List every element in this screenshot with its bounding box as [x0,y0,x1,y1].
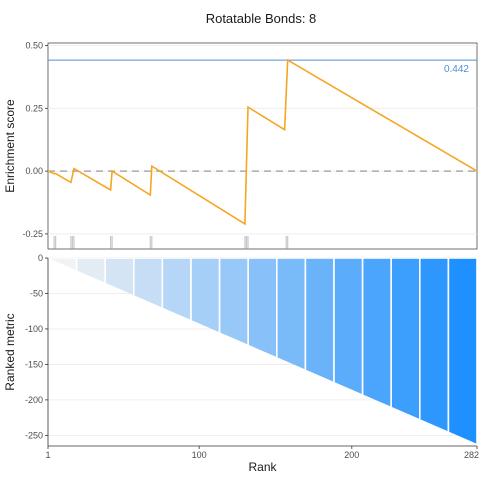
bottom-x-ticks: 1 100 200 282 [45,446,479,460]
metric-segment [333,258,364,444]
bottom-y-ticks: 0 -50 -100 -150 -200 -250 [25,253,48,440]
metric-segment [304,258,335,444]
top-y-tick-label: 0.50 [25,41,43,51]
top-y-tick-label: 0.25 [25,103,43,113]
metric-segment [247,258,278,444]
metric-segment [75,258,106,444]
x-tick-label: 200 [344,450,359,460]
top-y-tick-label: -0.25 [22,229,43,239]
bottom-y-tick-label: 0 [38,253,43,263]
metric-segment [275,258,307,444]
metric-segment [418,258,450,444]
metric-segment [447,258,477,444]
metric-segment [104,258,135,444]
bottom-y-tick-label: -200 [25,395,43,405]
top-y-tick-label: 0.00 [25,166,43,176]
x-axis-title: Rank [248,460,277,474]
x-tick-label: 100 [192,450,207,460]
chart-title: Rotatable Bonds: 8 [206,11,317,26]
top-panel-frame [47,42,478,250]
running-es-line [47,58,478,226]
enrichment-score-panel: 0.442 0.50 0.25 0.00 -0.25 Enrichment score [3,41,478,250]
bottom-y-tick-label: -100 [25,324,43,334]
top-y-ticks: 0.50 0.25 0.00 -0.25 [22,41,48,239]
metric-segment [390,258,421,444]
metric-segment [48,258,78,444]
bottom-y-tick-label: -50 [30,288,43,298]
bottom-y-axis-title: Ranked metric [3,313,17,390]
gene-hit-marks [53,235,289,249]
metric-segment [161,258,192,444]
x-tick-label: 282 [464,450,479,460]
ranked-metric-area [48,258,477,444]
bottom-y-tick-label: -150 [25,359,43,369]
metric-segment [190,258,221,444]
max-es-label: 0.442 [444,64,469,75]
top-y-axis-title: Enrichment score [3,99,17,193]
top-panel-grid [48,45,477,235]
metric-segment [361,258,393,444]
x-tick-label: 1 [45,450,50,460]
metric-segment [133,258,164,444]
bottom-axes [47,258,477,447]
metric-segment [218,258,250,444]
ranked-metric-panel: 0 -50 -100 -150 -200 -250 1 100 200 282 Ranked m… [3,253,479,474]
bottom-y-tick-label: -250 [25,430,43,440]
